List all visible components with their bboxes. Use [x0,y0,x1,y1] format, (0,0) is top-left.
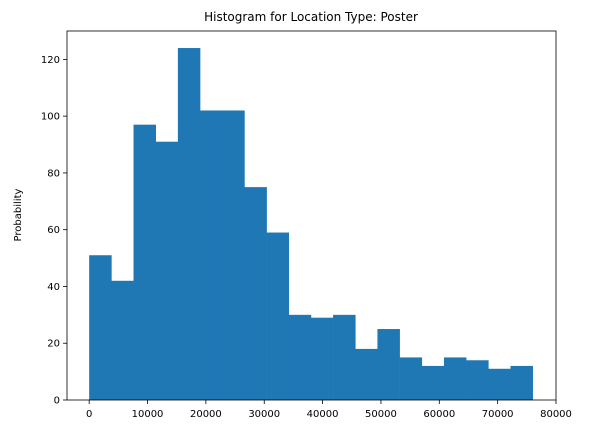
x-tick-label: 10000 [132,409,164,420]
y-tick-label: 60 [47,225,60,236]
x-tick-label: 80000 [540,409,572,420]
histogram-bar [89,255,112,400]
y-tick-label: 20 [47,339,60,350]
x-tick-label: 0 [86,409,92,420]
histogram-bar [510,365,533,400]
histogram-bar [155,141,179,400]
x-tick-label: 70000 [482,409,514,420]
x-tick-label: 40000 [307,409,339,420]
histogram-bar [421,365,445,400]
histogram-bar [200,110,223,400]
histogram-bar [488,368,511,400]
y-tick-label: 100 [41,112,60,123]
y-axis-label: Probability [13,188,24,241]
histogram-bar [111,280,134,400]
histogram-bar [399,357,423,400]
histogram-bar [266,232,290,400]
x-tick-label: 50000 [365,409,397,420]
histogram-bar [466,360,489,400]
histogram-bar [310,317,334,400]
x-axis: 0 10000 20000 30000 40000 50000 60000 70000 8000… [86,400,572,420]
histogram-bar [377,329,400,400]
x-tick-label: 30000 [248,409,280,420]
histogram-bar [443,357,467,400]
y-tick-label: 80 [47,168,60,179]
y-axis: 0 20 40 60 80 100 120 [41,55,67,407]
bars-group [89,48,533,401]
x-tick-label: 60000 [423,409,455,420]
plot-frame [66,30,557,401]
chart-title: Histogram for Location Type: Poster [204,10,418,24]
histogram-bar [177,48,201,401]
histogram-bar [288,314,312,400]
histogram-bar [222,110,245,400]
y-tick-label: 40 [47,282,60,293]
y-tick-label: 120 [41,55,60,66]
histogram-bar [244,187,267,400]
histogram-bar [333,314,356,400]
x-tick-label: 20000 [190,409,222,420]
histogram-bar [355,348,378,400]
y-tick-label: 0 [54,396,60,407]
histogram-bar [133,124,156,401]
